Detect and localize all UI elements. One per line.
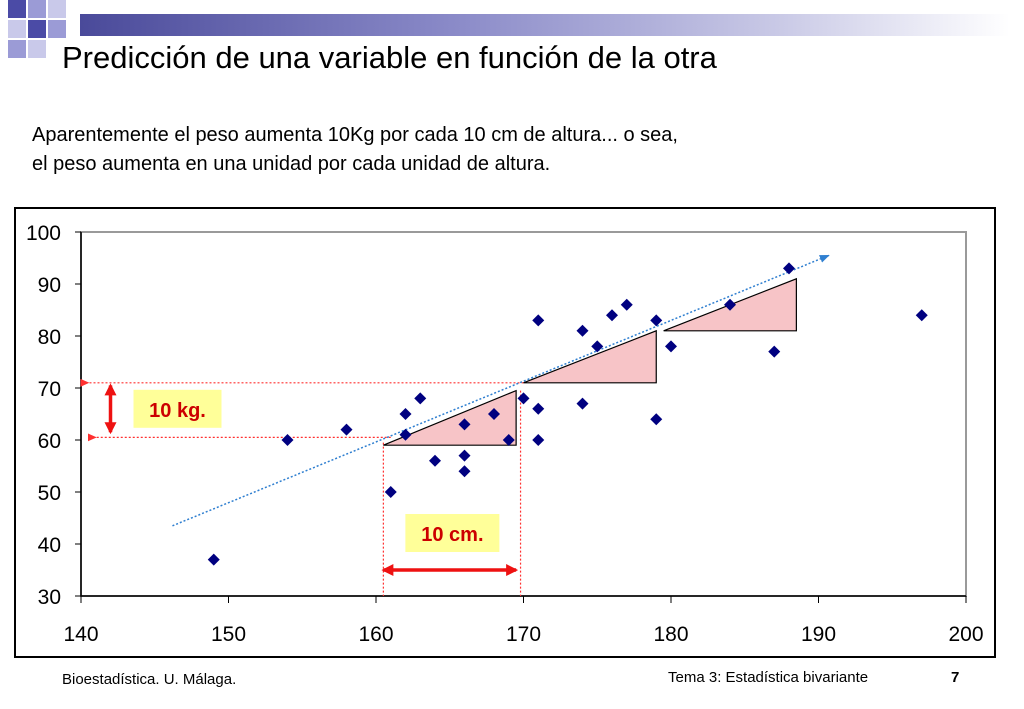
corner-decoration: [8, 0, 66, 58]
slide-title: Predicción de una variable en función de…: [62, 40, 717, 75]
y-tick-label: 90: [38, 274, 61, 297]
x-tick-label: 190: [801, 623, 836, 646]
x-tick-label: 180: [653, 623, 688, 646]
slope-triangle: [383, 389, 517, 446]
data-point: [532, 434, 545, 446]
data-point: [532, 402, 545, 415]
data-point: [458, 449, 471, 462]
y-tick-label: 80: [38, 326, 61, 349]
data-point: [458, 465, 471, 478]
y-tick-label: 50: [38, 482, 61, 505]
x-tick-label: 200: [948, 623, 983, 646]
data-point: [576, 324, 589, 337]
data-point: [532, 314, 545, 327]
data-point: [281, 434, 294, 446]
slide-subtitle: Aparentemente el peso aumenta 10Kg por c…: [32, 121, 678, 179]
data-point: [399, 408, 412, 420]
x-tick-label: 160: [358, 623, 393, 646]
data-point: [576, 397, 589, 410]
subtitle-line-2: el peso aumenta en una unidad por cada u…: [32, 153, 551, 175]
data-point: [915, 309, 928, 322]
y-tick-label: 40: [38, 534, 61, 557]
y-tick-label: 100: [26, 222, 61, 245]
data-point: [429, 454, 441, 467]
data-point: [768, 345, 781, 358]
data-point: [207, 553, 220, 566]
x-tick-label: 170: [506, 623, 541, 646]
data-point: [517, 392, 530, 405]
subtitle-line-1: Aparentemente el peso aumenta 10Kg por c…: [32, 124, 678, 146]
data-point: [620, 298, 633, 311]
page-number: 7: [951, 669, 960, 686]
height-label: 10 cm.: [421, 524, 483, 546]
data-point: [384, 486, 397, 498]
x-tick-label: 140: [63, 623, 98, 646]
data-point: [340, 423, 353, 436]
data-point: [665, 340, 677, 353]
y-tick-label: 30: [38, 586, 61, 609]
data-point: [458, 418, 471, 431]
data-point: [414, 392, 427, 405]
weight-label: 10 kg.: [149, 400, 206, 422]
data-point: [399, 428, 412, 441]
data-point: [606, 309, 618, 322]
weight-label-box: [133, 389, 222, 428]
footer-institution: Bioestadística. U. Málaga.: [62, 671, 237, 688]
data-point: [650, 314, 663, 327]
y-tick-label: 70: [38, 378, 61, 401]
title-bar-gradient: [80, 14, 1010, 36]
data-point: [591, 340, 604, 353]
footer-topic: Tema 3: Estadística bivariante: [668, 669, 869, 686]
data-point: [724, 298, 736, 311]
y-tick-label: 60: [38, 430, 61, 453]
x-tick-label: 150: [211, 623, 246, 646]
data-point: [502, 434, 515, 446]
slope-triangle: [523, 329, 657, 384]
data-point: [488, 408, 500, 420]
height-label-box: [405, 514, 500, 552]
data-point: [650, 413, 663, 426]
data-point: [783, 262, 795, 275]
